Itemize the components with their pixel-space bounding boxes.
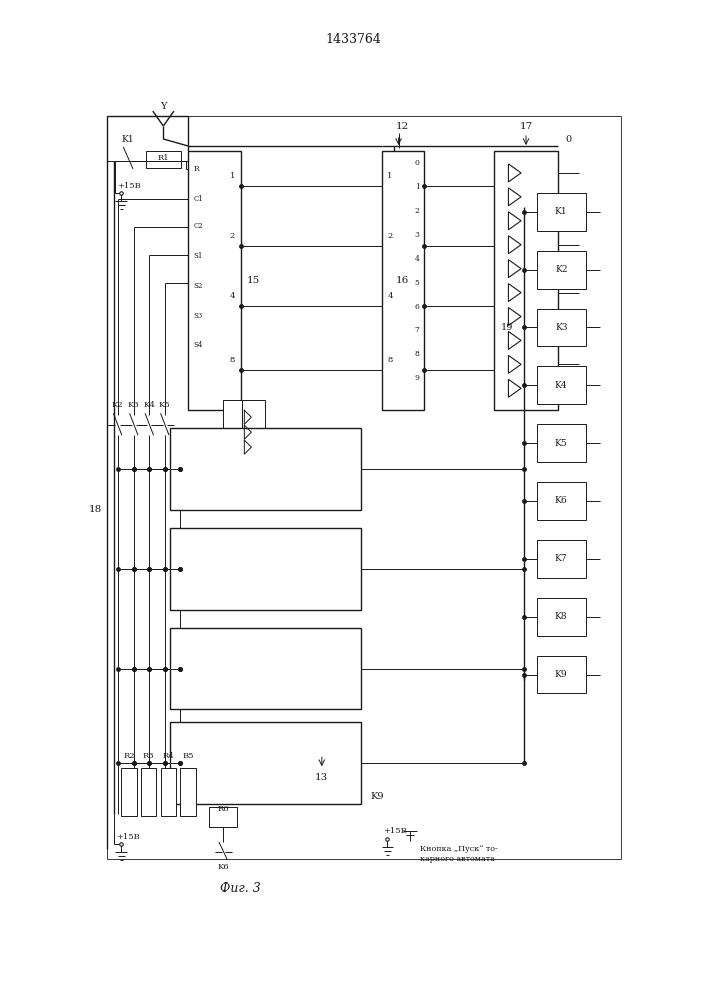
Text: S4: S4 (194, 341, 203, 349)
Text: K6: K6 (218, 863, 229, 871)
Bar (537, 309, 586, 346)
Text: Y: Y (160, 102, 167, 111)
Text: 16: 16 (396, 276, 409, 285)
Text: +15B: +15B (117, 182, 141, 190)
Text: S2: S2 (194, 282, 203, 290)
Text: 1: 1 (230, 172, 235, 180)
Text: +15B: +15B (116, 833, 140, 841)
Bar (121, 768, 136, 816)
Text: R3: R3 (143, 752, 154, 760)
Text: B5: B5 (182, 752, 194, 760)
Text: 13: 13 (315, 773, 329, 782)
Text: R2: R2 (123, 752, 134, 760)
Bar (537, 540, 586, 578)
Text: K3: K3 (555, 323, 568, 332)
Text: 17: 17 (520, 122, 532, 131)
Bar (243, 400, 265, 452)
Text: C2: C2 (194, 222, 204, 230)
Text: 0: 0 (415, 159, 420, 167)
Text: S3: S3 (194, 312, 203, 320)
Text: 1: 1 (415, 183, 420, 191)
Text: K4: K4 (555, 381, 568, 390)
Text: K9: K9 (555, 670, 568, 679)
Bar (170, 628, 361, 709)
Bar (537, 482, 586, 520)
Text: 4: 4 (415, 255, 420, 263)
Bar (209, 807, 238, 827)
Text: 18: 18 (89, 505, 102, 514)
Text: R6: R6 (218, 805, 229, 813)
Text: 3: 3 (415, 231, 420, 239)
Text: S1: S1 (194, 252, 203, 260)
Text: K6: K6 (555, 496, 568, 505)
Text: +15B: +15B (383, 827, 407, 835)
Bar (382, 151, 424, 410)
Text: 15: 15 (247, 276, 260, 285)
Text: 2: 2 (230, 232, 235, 240)
Text: K2: K2 (112, 401, 124, 409)
Bar (537, 424, 586, 462)
Text: 8: 8 (230, 356, 235, 364)
Bar (146, 151, 181, 168)
Text: 4: 4 (230, 292, 235, 300)
Text: 2: 2 (415, 207, 420, 215)
Text: K9: K9 (370, 792, 383, 801)
Text: карного автомата: карного автомата (421, 855, 496, 863)
Bar (537, 598, 586, 636)
Text: Кнопка „Пуск“ то-: Кнопка „Пуск“ то- (421, 845, 498, 853)
Text: R: R (194, 165, 199, 173)
Text: 12: 12 (396, 122, 409, 131)
Text: R1: R1 (158, 154, 169, 162)
Text: K3: K3 (128, 401, 140, 409)
Text: K1: K1 (122, 135, 134, 144)
Text: K7: K7 (555, 554, 568, 563)
Bar (141, 768, 156, 816)
Text: K2: K2 (555, 265, 568, 274)
Bar (188, 151, 241, 410)
Text: K1: K1 (555, 207, 568, 216)
Bar (537, 251, 586, 289)
Text: 1433764: 1433764 (325, 33, 382, 46)
Text: 8: 8 (415, 350, 420, 358)
Text: 6: 6 (415, 303, 420, 311)
Text: 4: 4 (387, 292, 393, 300)
Bar (537, 193, 586, 231)
Text: K8: K8 (555, 612, 568, 621)
Text: 9: 9 (415, 374, 420, 382)
Text: 7: 7 (415, 326, 420, 334)
Text: K4: K4 (144, 401, 156, 409)
Text: Фиг. 3: Фиг. 3 (221, 882, 261, 895)
Text: 2: 2 (387, 232, 392, 240)
Text: R4: R4 (163, 752, 174, 760)
Text: K5: K5 (159, 401, 170, 409)
Bar (537, 366, 586, 404)
Bar (160, 768, 176, 816)
Bar (494, 151, 558, 410)
Text: 0: 0 (565, 135, 571, 144)
Text: 1: 1 (387, 172, 392, 180)
Text: 19: 19 (501, 323, 513, 332)
Text: 5: 5 (415, 279, 420, 287)
Text: C1: C1 (194, 195, 204, 203)
Bar (170, 528, 361, 610)
Bar (180, 768, 196, 816)
Text: 8: 8 (387, 356, 392, 364)
Bar (223, 400, 243, 452)
Bar (170, 428, 361, 510)
Bar (170, 722, 361, 804)
Text: K5: K5 (555, 439, 568, 448)
Bar (537, 656, 586, 693)
